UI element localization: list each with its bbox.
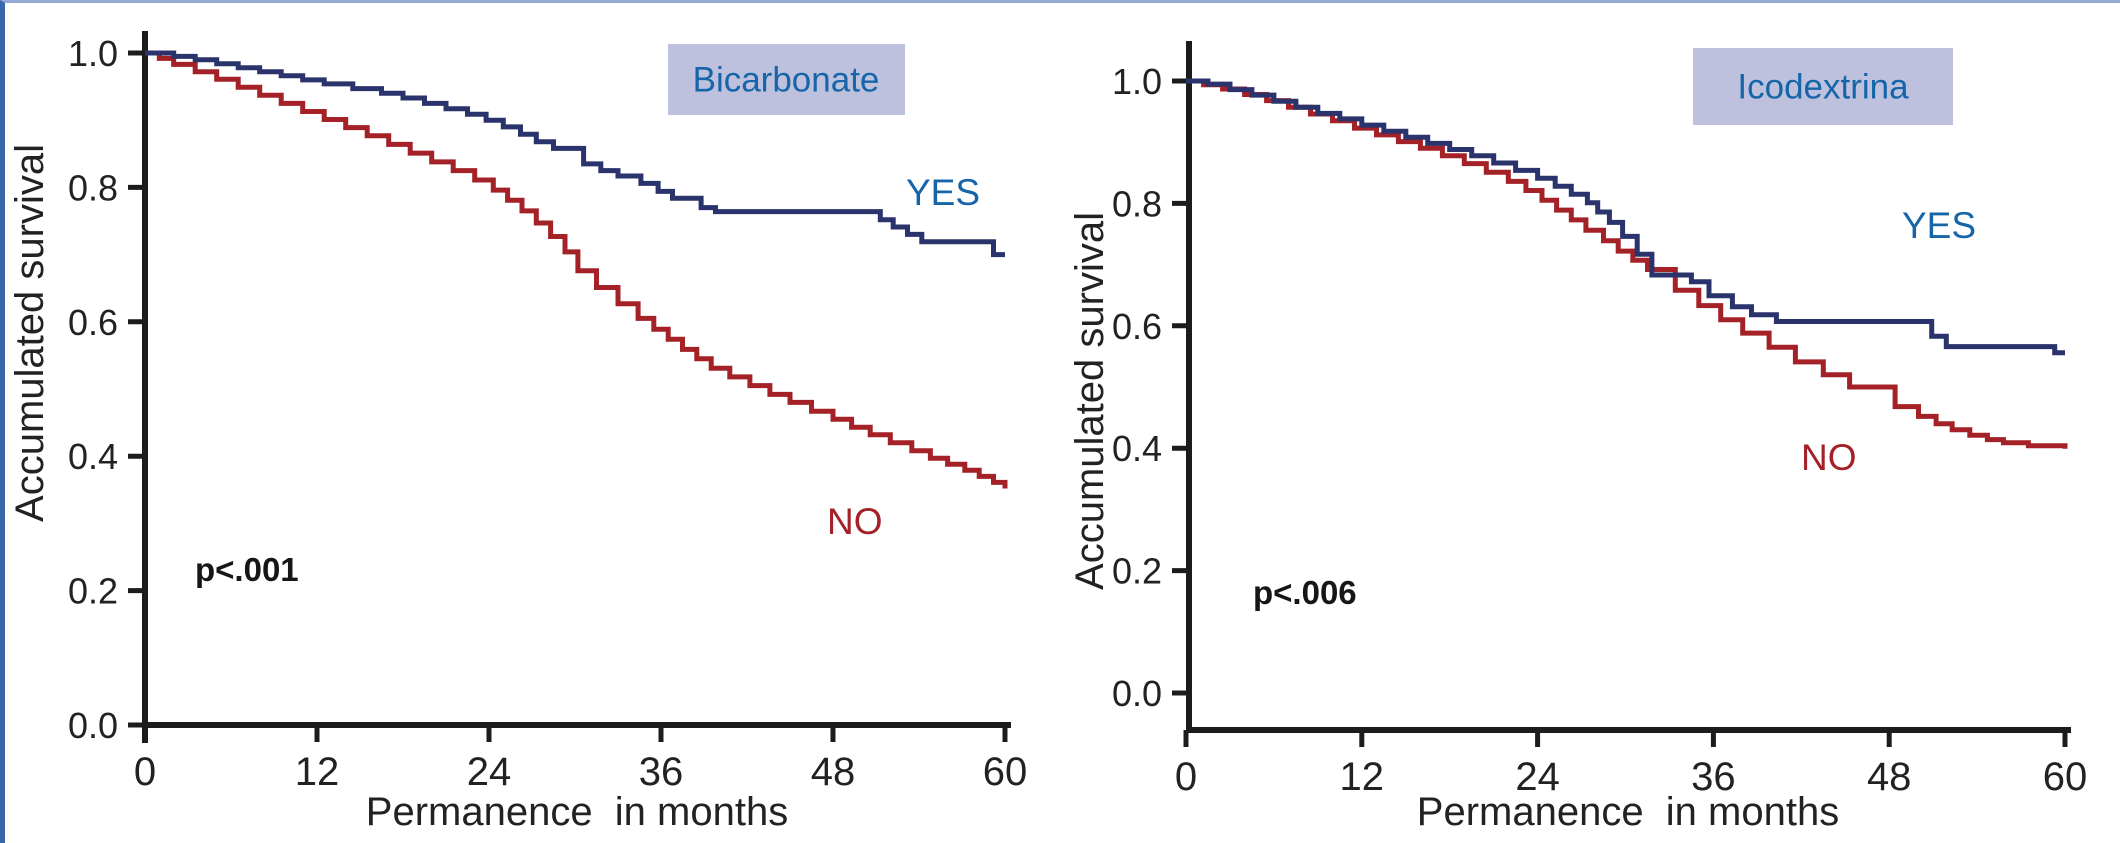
series-label-yes: YES — [906, 172, 980, 213]
y-tick-label: 0.6 — [68, 302, 118, 343]
series-label-no: NO — [1801, 437, 1857, 478]
y-tick-label: 1.0 — [68, 33, 118, 74]
x-tick-label: 48 — [1867, 755, 1912, 799]
x-tick-label: 36 — [639, 750, 684, 794]
y-axis-title: Accumulated survival — [1068, 212, 1112, 590]
chart-panel-icodextrina: 0.0 0.2 0.4 0.6 0.8 1.0 0 12 24 36 48 60 Icodextrin… — [1068, 41, 2087, 834]
x-tick-label: 24 — [1515, 755, 1560, 799]
y-tick-label: 0.0 — [68, 705, 118, 746]
y-tick-label: 0.8 — [1112, 183, 1162, 224]
x-tick-label: 48 — [811, 750, 856, 794]
x-tick-label: 60 — [2043, 755, 2088, 799]
x-axis-title: Permanence in months — [366, 790, 788, 834]
x-tick-label: 12 — [295, 750, 340, 794]
y-tick-label: 0.6 — [1112, 306, 1162, 347]
curves-bicarbonate — [145, 50, 1008, 489]
y-tick-label: 0.4 — [1112, 428, 1162, 469]
p-value: p<.006 — [1253, 574, 1357, 611]
y-tick-label: 0.0 — [1112, 673, 1162, 714]
x-tick-label: 12 — [1340, 755, 1385, 799]
series-label-no: NO — [827, 501, 883, 542]
km-survival-charts: 0.0 0.2 0.4 0.6 0.8 1.0 0 12 24 36 48 60 Bicarbonat… — [8, 31, 2087, 834]
x-tick-label: 0 — [1175, 755, 1197, 799]
chart-title: Icodextrina — [1737, 68, 1909, 107]
treatment-title-box — [668, 44, 905, 115]
x-axis-title: Permanence in months — [1417, 790, 1839, 834]
y-tick-label: 0.2 — [68, 571, 118, 612]
x-tick-label: 0 — [134, 750, 156, 794]
chart-panel-bicarbonate: 0.0 0.2 0.4 0.6 0.8 1.0 0 12 24 36 48 60 Bicarbonat… — [8, 31, 1027, 834]
survival-curve-no — [1186, 78, 2068, 449]
y-tick-label: 0.8 — [68, 167, 118, 208]
y-tick-label: 0.4 — [68, 436, 118, 477]
x-tick-label: 60 — [983, 750, 1028, 794]
treatment-title-box — [1693, 48, 1953, 125]
y-axis-title: Accumulated survival — [8, 144, 52, 522]
survival-curve-no — [145, 50, 1008, 489]
x-tick-label: 24 — [467, 750, 512, 794]
series-label-yes: YES — [1902, 205, 1976, 246]
y-tick-label: 0.2 — [1112, 551, 1162, 592]
x-tick-label: 36 — [1691, 755, 1736, 799]
axes-icodextrina: 0.0 0.2 0.4 0.6 0.8 1.0 0 12 24 36 48 60 — [1112, 41, 2087, 799]
chart-title: Bicarbonate — [693, 61, 880, 100]
axes-bicarbonate: 0.0 0.2 0.4 0.6 0.8 1.0 0 12 24 36 48 60 — [68, 31, 1027, 794]
curves-icodextrina — [1186, 78, 2068, 449]
y-tick-label: 1.0 — [1112, 61, 1162, 102]
survival-curve-yes — [145, 50, 1005, 258]
p-value: p<.001 — [195, 551, 299, 588]
survival-curve-yes — [1186, 78, 2065, 356]
